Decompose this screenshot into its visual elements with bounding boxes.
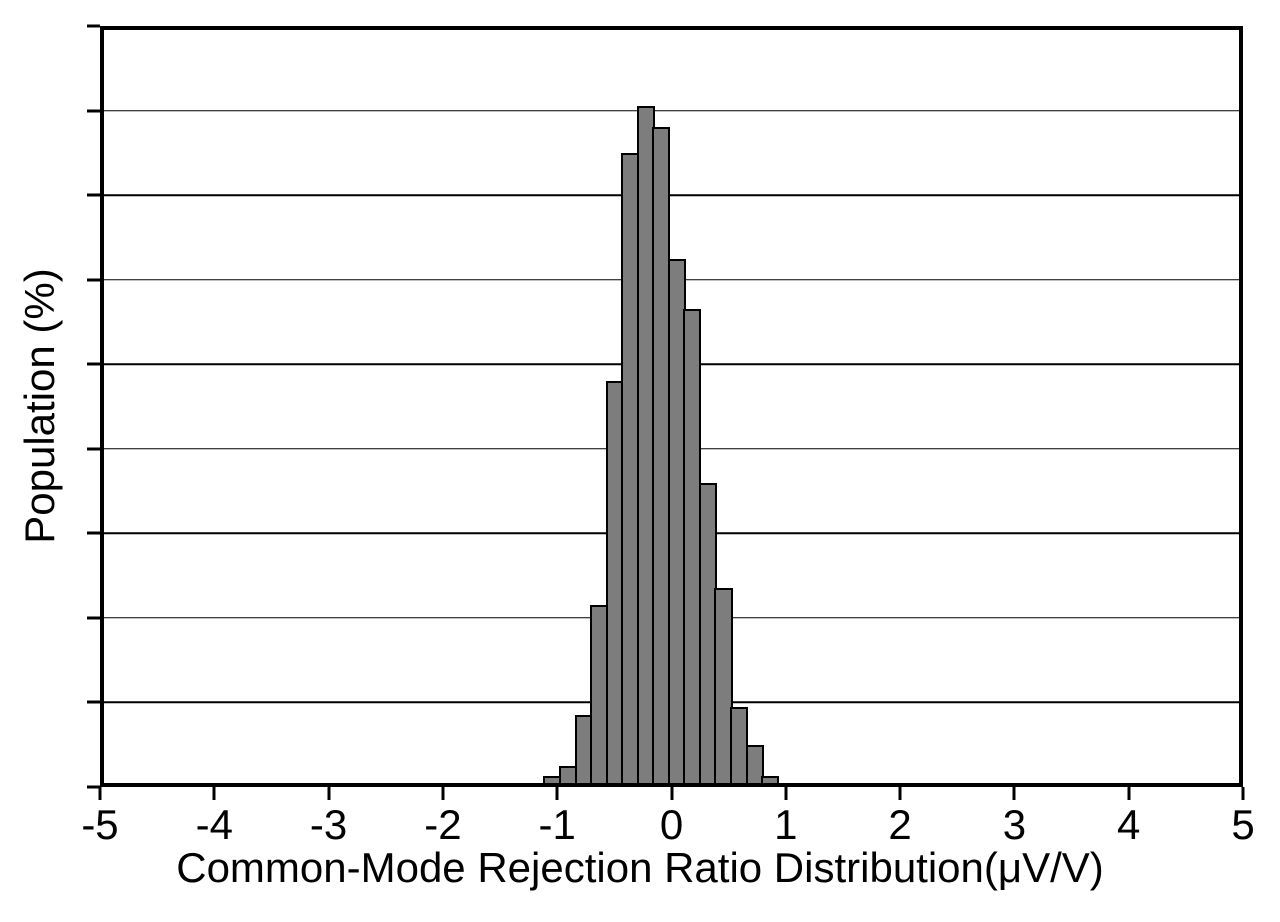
x-tick xyxy=(1241,787,1245,800)
x-tick-label: 3 xyxy=(1002,801,1027,848)
y-tick xyxy=(87,700,100,704)
x-tick-label: 4 xyxy=(1117,801,1141,848)
gridline xyxy=(100,194,1243,196)
x-axis-title: Common-Mode Rejection Ratio Distribution… xyxy=(176,844,1104,891)
y-tick xyxy=(87,278,100,282)
x-tick-label: 1 xyxy=(774,801,798,848)
y-tick xyxy=(87,447,100,451)
x-tick xyxy=(555,787,559,800)
x-tick xyxy=(98,787,102,800)
x-tick-label: -5 xyxy=(81,801,119,848)
y-axis-title: Population (%) xyxy=(15,268,63,544)
histogram-bar xyxy=(761,776,780,787)
x-tick-label: -4 xyxy=(195,801,233,848)
x-tick xyxy=(212,787,216,800)
x-tick xyxy=(441,787,445,800)
x-tick-label: 2 xyxy=(888,801,912,848)
gridline xyxy=(100,109,1243,112)
x-tick xyxy=(898,787,902,800)
x-tick xyxy=(1127,787,1131,800)
x-tick xyxy=(670,787,673,800)
y-tick xyxy=(87,362,100,366)
y-tick xyxy=(87,24,100,28)
x-tick-label: 0 xyxy=(659,801,684,848)
x-tick xyxy=(327,787,331,800)
y-tick xyxy=(87,785,100,789)
x-tick xyxy=(1012,787,1016,800)
y-tick xyxy=(87,109,100,113)
x-tick-label: 5 xyxy=(1231,801,1255,848)
x-tick-label: -2 xyxy=(424,801,462,848)
y-tick xyxy=(87,531,100,535)
x-tick-label: -1 xyxy=(538,801,576,848)
plot-area xyxy=(87,24,1245,800)
y-tick xyxy=(87,616,100,620)
y-tick xyxy=(87,193,100,197)
x-tick-label: -3 xyxy=(309,801,348,848)
x-tick xyxy=(784,787,788,800)
